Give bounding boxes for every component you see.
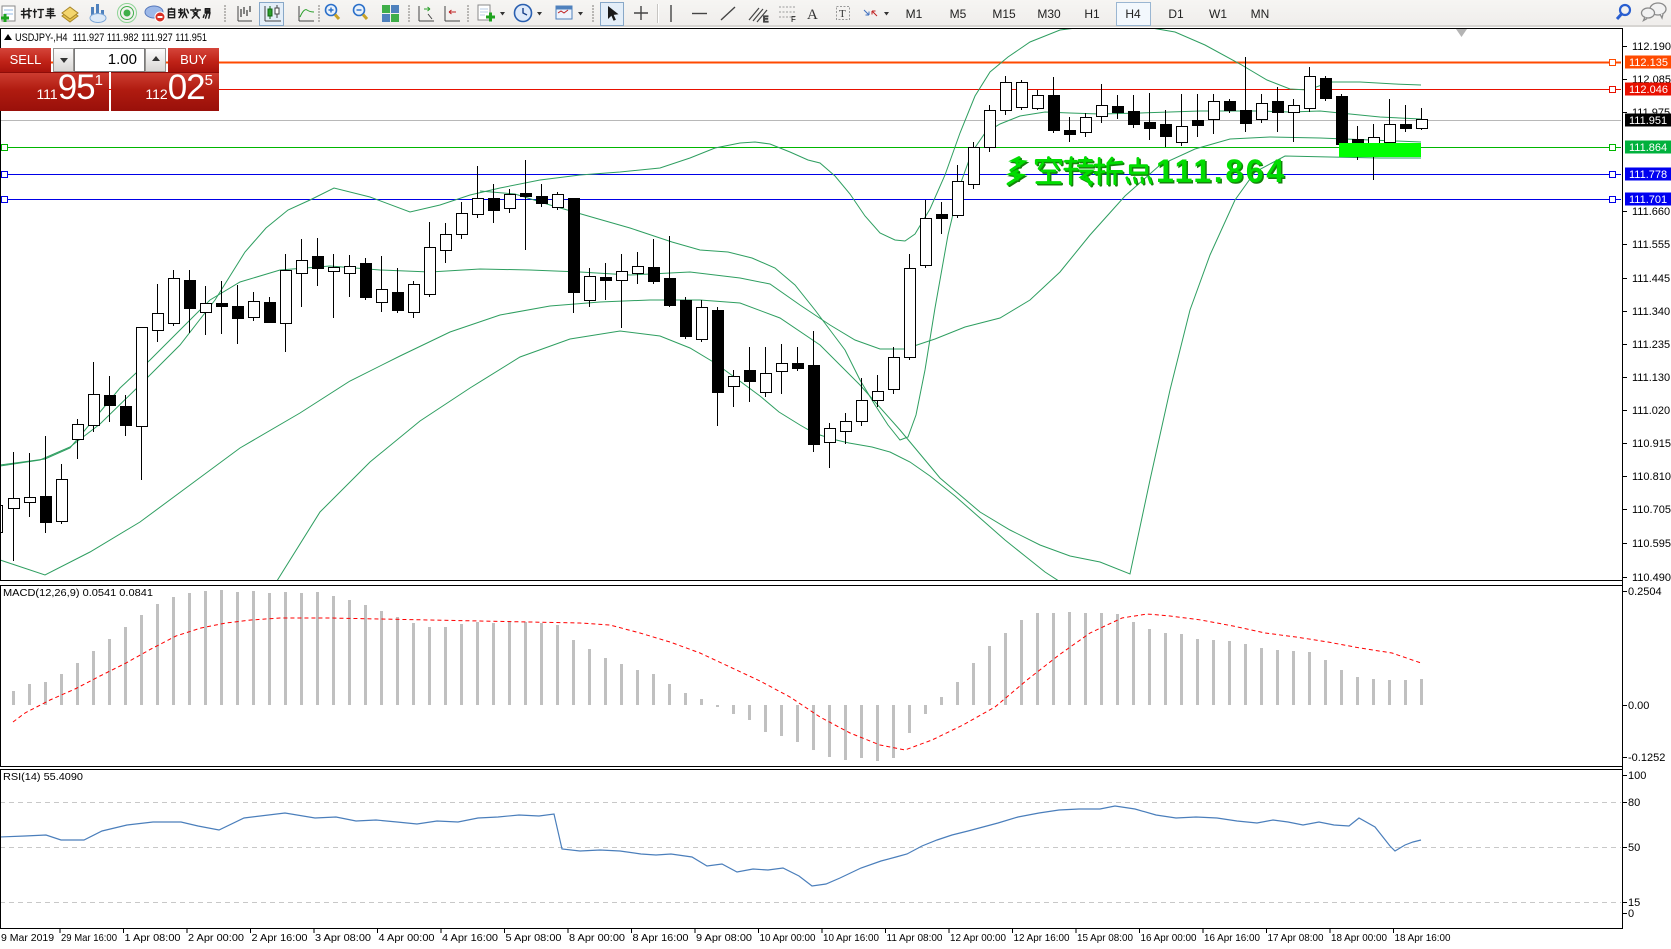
svg-text:W1: W1 (1209, 7, 1227, 21)
svg-text:M5: M5 (950, 7, 967, 21)
svg-text:-0.1252: -0.1252 (1628, 752, 1665, 764)
svg-text:16 Apr 00:00: 16 Apr 00:00 (1141, 932, 1197, 944)
svg-text:111.864: 111.864 (1156, 153, 1284, 189)
svg-text:M15: M15 (992, 7, 1016, 21)
svg-text:16 Apr 16:00: 16 Apr 16:00 (1204, 932, 1260, 944)
svg-text:MACD(12,26,9) 0.0541 0.0841: MACD(12,26,9) 0.0541 0.0841 (3, 587, 153, 599)
svg-text:5 Apr 08:00: 5 Apr 08:00 (506, 932, 562, 944)
svg-text:29 Mar 16:00: 29 Mar 16:00 (61, 932, 117, 944)
svg-text:111.778: 111.778 (1629, 169, 1667, 181)
svg-text:111.660: 111.660 (1632, 206, 1670, 218)
svg-text:D1: D1 (1168, 7, 1184, 21)
svg-text:80: 80 (1628, 797, 1640, 809)
svg-text:0: 0 (1628, 908, 1634, 920)
svg-text:12 Apr 00:00: 12 Apr 00:00 (950, 932, 1006, 944)
svg-text:F: F (791, 15, 796, 24)
svg-text:9 Mar 2019: 9 Mar 2019 (1, 932, 54, 944)
svg-text:3 Apr 08:00: 3 Apr 08:00 (315, 932, 371, 944)
svg-text:T: T (839, 8, 846, 20)
svg-text:8 Apr 16:00: 8 Apr 16:00 (633, 932, 689, 944)
svg-text:4 Apr 00:00: 4 Apr 00:00 (379, 932, 435, 944)
svg-text:111.130: 111.130 (1632, 372, 1670, 384)
svg-text:110.915: 110.915 (1632, 438, 1671, 450)
svg-text:111.235: 111.235 (1632, 339, 1670, 351)
svg-text:111.020: 111.020 (1632, 405, 1670, 417)
svg-text:0.2504: 0.2504 (1628, 586, 1662, 598)
svg-text:112.135: 112.135 (1629, 57, 1668, 69)
svg-text:100: 100 (1628, 770, 1646, 782)
svg-text:2 Apr 16:00: 2 Apr 16:00 (252, 932, 308, 944)
svg-text:H4: H4 (1125, 7, 1141, 21)
svg-text:A: A (807, 7, 818, 23)
svg-text:111.445: 111.445 (1632, 273, 1670, 285)
svg-text:9 Apr 08:00: 9 Apr 08:00 (696, 932, 752, 944)
svg-text:RSI(14) 55.4090: RSI(14) 55.4090 (3, 771, 83, 783)
svg-text:111.555: 111.555 (1632, 239, 1670, 251)
svg-text:15 Apr 08:00: 15 Apr 08:00 (1077, 932, 1133, 944)
svg-text:1 Apr 08:00: 1 Apr 08:00 (125, 932, 181, 944)
svg-text:M1: M1 (906, 7, 923, 21)
svg-text:15: 15 (1628, 897, 1640, 909)
svg-text:M30: M30 (1037, 7, 1061, 21)
svg-text:111.864: 111.864 (1158, 155, 1286, 191)
svg-text:111.340: 111.340 (1632, 306, 1670, 318)
svg-text:110.810: 110.810 (1632, 471, 1671, 483)
svg-text:112.190: 112.190 (1632, 41, 1671, 53)
svg-text:2 Apr 00:00: 2 Apr 00:00 (188, 932, 244, 944)
svg-text:8 Apr 00:00: 8 Apr 00:00 (569, 932, 625, 944)
svg-text:11 Apr 08:00: 11 Apr 08:00 (887, 932, 943, 944)
svg-text:17 Apr 08:00: 17 Apr 08:00 (1268, 932, 1324, 944)
svg-text:USDJPY-,H4 111.927 111.982 11: USDJPY-,H4 111.927 111.982 111.927 111.9… (15, 32, 207, 44)
svg-text:10 Apr 00:00: 10 Apr 00:00 (760, 932, 816, 944)
svg-text:H1: H1 (1084, 7, 1100, 21)
svg-text:110.595: 110.595 (1632, 538, 1671, 550)
svg-text:111.951: 111.951 (1629, 115, 1667, 127)
svg-text:E: E (763, 15, 768, 24)
svg-text:12 Apr 16:00: 12 Apr 16:00 (1014, 932, 1070, 944)
svg-text:18 Apr 00:00: 18 Apr 00:00 (1331, 932, 1387, 944)
svg-text:110.705: 110.705 (1632, 504, 1671, 516)
svg-text:111.864: 111.864 (1629, 142, 1667, 154)
svg-text:0.00: 0.00 (1628, 700, 1649, 712)
svg-text:18 Apr 16:00: 18 Apr 16:00 (1395, 932, 1451, 944)
svg-text:MN: MN (1251, 7, 1270, 21)
svg-text:4 Apr 16:00: 4 Apr 16:00 (442, 932, 498, 944)
svg-text:10 Apr 16:00: 10 Apr 16:00 (823, 932, 879, 944)
svg-text:111.701: 111.701 (1629, 194, 1667, 206)
svg-text:110.490: 110.490 (1632, 572, 1671, 584)
svg-text:50: 50 (1628, 842, 1640, 854)
svg-text:112.046: 112.046 (1629, 84, 1668, 96)
